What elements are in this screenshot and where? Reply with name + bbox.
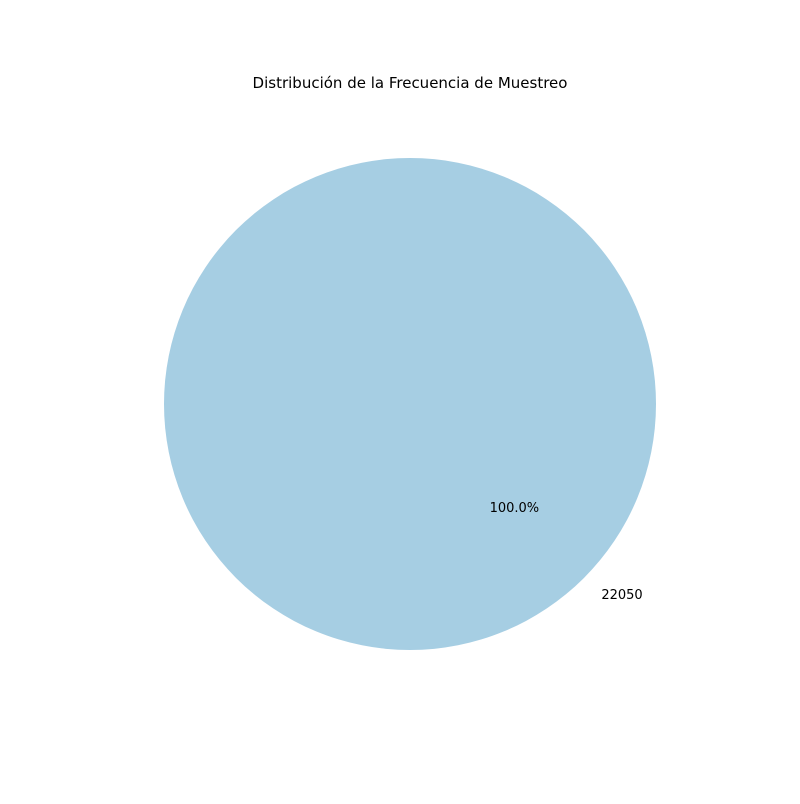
pie-slices xyxy=(164,158,656,650)
pie-slice xyxy=(164,158,656,650)
slice-percent-label: 100.0% xyxy=(490,501,540,516)
chart-title: Distribución de la Frecuencia de Muestre… xyxy=(253,74,568,92)
pie-labels: 22050 100.0% xyxy=(490,501,643,603)
slice-category-label: 22050 xyxy=(601,588,642,603)
